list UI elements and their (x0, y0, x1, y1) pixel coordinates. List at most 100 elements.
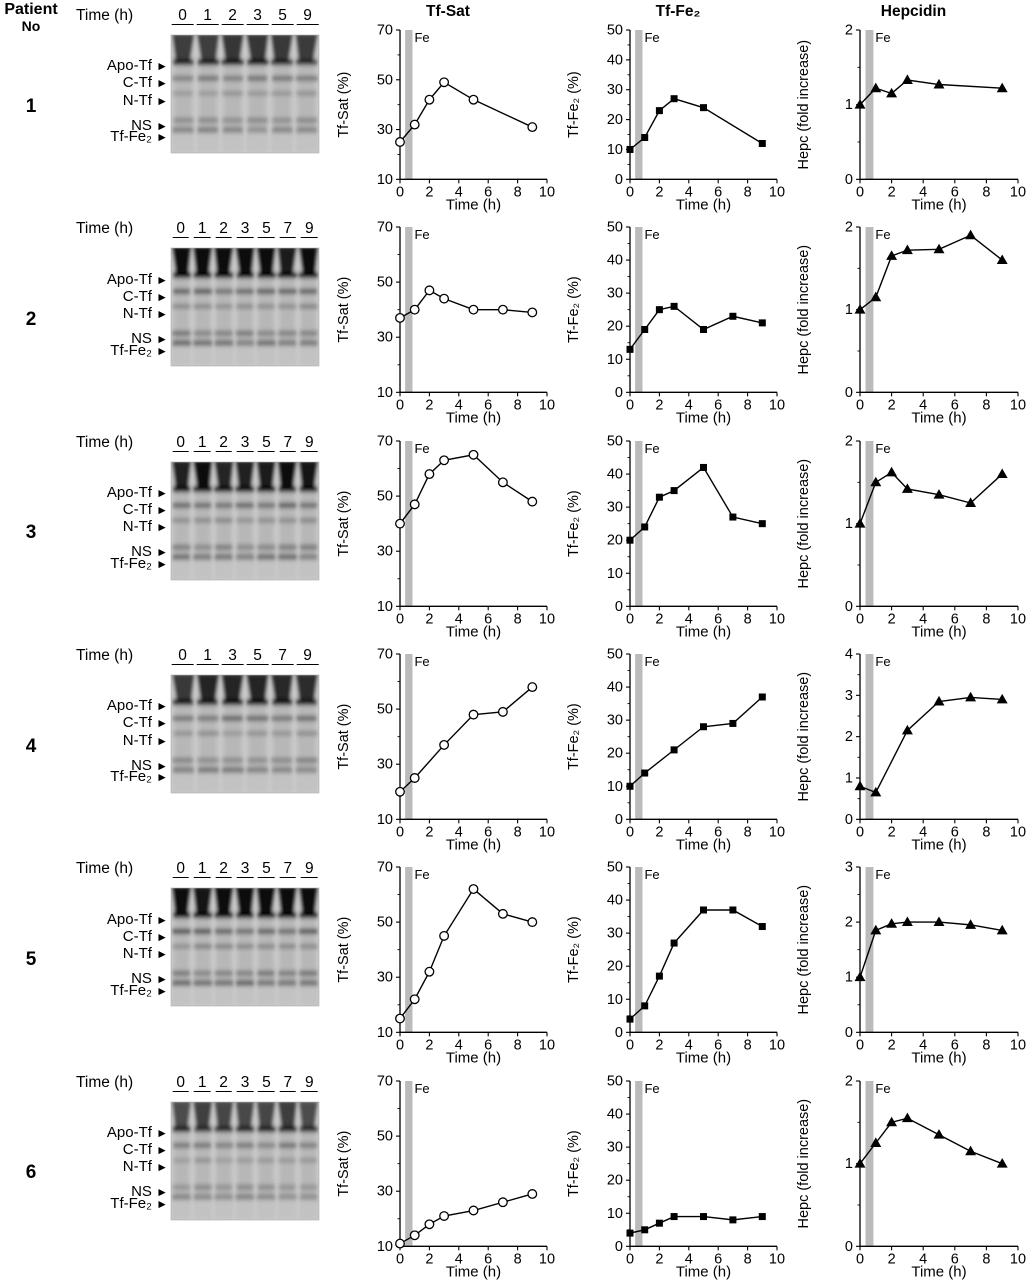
svg-text:Hepc (fold increase): Hepc (fold increase) (796, 1098, 812, 1228)
svg-text:8: 8 (744, 1038, 752, 1054)
svg-text:50: 50 (377, 702, 393, 718)
svg-text:0: 0 (396, 1038, 404, 1054)
svg-text:Fe: Fe (875, 227, 890, 242)
svg-text:1: 1 (845, 770, 853, 786)
svg-text:Time (h): Time (h) (911, 1050, 966, 1067)
svg-text:10: 10 (539, 398, 555, 414)
svg-text:30: 30 (607, 926, 623, 942)
svg-text:0: 0 (396, 1251, 404, 1267)
svg-text:2: 2 (655, 1251, 663, 1267)
svg-text:10: 10 (769, 611, 785, 627)
svg-text:50: 50 (377, 1128, 393, 1144)
svg-text:4: 4 (845, 646, 853, 662)
svg-text:0: 0 (845, 172, 853, 188)
svg-text:Fe: Fe (875, 441, 890, 456)
svg-text:Fe: Fe (645, 654, 660, 669)
svg-text:0: 0 (845, 1238, 853, 1254)
svg-text:3: 3 (845, 688, 853, 704)
svg-text:Tf-Fe₂ (%): Tf-Fe₂ (%) (566, 277, 582, 344)
svg-text:50: 50 (377, 72, 393, 88)
svg-text:Tf-Fe₂ (%): Tf-Fe₂ (%) (566, 703, 582, 770)
svg-text:1: 1 (845, 516, 853, 532)
svg-text:0: 0 (615, 1238, 623, 1254)
svg-text:10: 10 (607, 352, 623, 368)
svg-text:1: 1 (845, 302, 853, 318)
svg-text:2: 2 (845, 915, 853, 931)
svg-text:30: 30 (607, 499, 623, 515)
svg-text:2: 2 (888, 1038, 896, 1054)
svg-text:10: 10 (539, 611, 555, 627)
svg-text:3: 3 (845, 860, 853, 876)
svg-text:Time (h): Time (h) (676, 836, 731, 853)
svg-text:Fe: Fe (415, 867, 430, 882)
svg-text:Time (h): Time (h) (676, 196, 731, 213)
svg-text:50: 50 (607, 22, 623, 38)
svg-text:Time (h): Time (h) (446, 196, 501, 213)
svg-text:10: 10 (377, 598, 393, 614)
svg-text:Tf-Fe₂: Tf-Fe₂ (656, 3, 701, 20)
svg-text:8: 8 (744, 611, 752, 627)
svg-text:2: 2 (655, 611, 663, 627)
svg-text:2: 2 (845, 433, 853, 449)
svg-text:2: 2 (845, 220, 853, 236)
svg-text:70: 70 (377, 220, 393, 236)
svg-text:Hepcidin: Hepcidin (881, 3, 946, 20)
svg-text:Time (h): Time (h) (446, 1263, 501, 1280)
svg-text:10: 10 (1010, 398, 1026, 414)
svg-text:Fe: Fe (645, 227, 660, 242)
svg-text:Fe: Fe (415, 1081, 430, 1096)
svg-text:0: 0 (615, 598, 623, 614)
svg-text:0: 0 (396, 611, 404, 627)
svg-text:10: 10 (1010, 184, 1026, 200)
svg-text:0: 0 (845, 1025, 853, 1041)
svg-text:8: 8 (744, 398, 752, 414)
svg-text:8: 8 (514, 824, 522, 840)
svg-text:Tf-Sat (%): Tf-Sat (%) (336, 277, 352, 343)
svg-text:40: 40 (607, 466, 623, 482)
svg-text:10: 10 (607, 565, 623, 581)
svg-text:Fe: Fe (875, 867, 890, 882)
svg-text:0: 0 (845, 598, 853, 614)
svg-text:Time (h): Time (h) (676, 623, 731, 640)
svg-text:40: 40 (607, 893, 623, 909)
svg-text:10: 10 (377, 172, 393, 188)
svg-text:10: 10 (539, 184, 555, 200)
svg-text:0: 0 (845, 385, 853, 401)
svg-text:8: 8 (982, 611, 990, 627)
svg-text:10: 10 (539, 824, 555, 840)
svg-text:Fe: Fe (875, 654, 890, 669)
svg-text:Hepc (fold increase): Hepc (fold increase) (796, 459, 812, 589)
svg-text:8: 8 (982, 184, 990, 200)
svg-text:2: 2 (845, 22, 853, 38)
svg-text:0: 0 (856, 1038, 864, 1054)
svg-text:Tf-Sat (%): Tf-Sat (%) (336, 72, 352, 138)
svg-text:70: 70 (377, 860, 393, 876)
svg-text:8: 8 (982, 398, 990, 414)
svg-text:30: 30 (377, 122, 393, 138)
svg-text:10: 10 (1010, 1038, 1026, 1054)
svg-text:10: 10 (1010, 824, 1026, 840)
svg-text:2: 2 (425, 184, 433, 200)
svg-text:30: 30 (377, 1183, 393, 1199)
svg-text:Tf-Sat (%): Tf-Sat (%) (336, 1130, 352, 1196)
svg-text:2: 2 (845, 729, 853, 745)
svg-text:50: 50 (607, 860, 623, 876)
svg-text:40: 40 (607, 253, 623, 269)
svg-text:10: 10 (377, 385, 393, 401)
svg-text:2: 2 (425, 398, 433, 414)
svg-text:20: 20 (607, 959, 623, 975)
svg-text:0: 0 (626, 184, 634, 200)
svg-text:1: 1 (845, 970, 853, 986)
svg-text:Tf-Fe₂ (%): Tf-Fe₂ (%) (566, 71, 582, 138)
svg-text:50: 50 (607, 220, 623, 236)
svg-text:8: 8 (982, 1038, 990, 1054)
svg-text:0: 0 (615, 812, 623, 828)
svg-text:50: 50 (377, 275, 393, 291)
svg-text:30: 30 (377, 543, 393, 559)
svg-text:Tf-Sat (%): Tf-Sat (%) (336, 917, 352, 983)
svg-text:0: 0 (856, 398, 864, 414)
svg-text:0: 0 (626, 824, 634, 840)
svg-text:Fe: Fe (875, 1081, 890, 1096)
svg-text:Fe: Fe (645, 1081, 660, 1096)
svg-text:2: 2 (888, 611, 896, 627)
